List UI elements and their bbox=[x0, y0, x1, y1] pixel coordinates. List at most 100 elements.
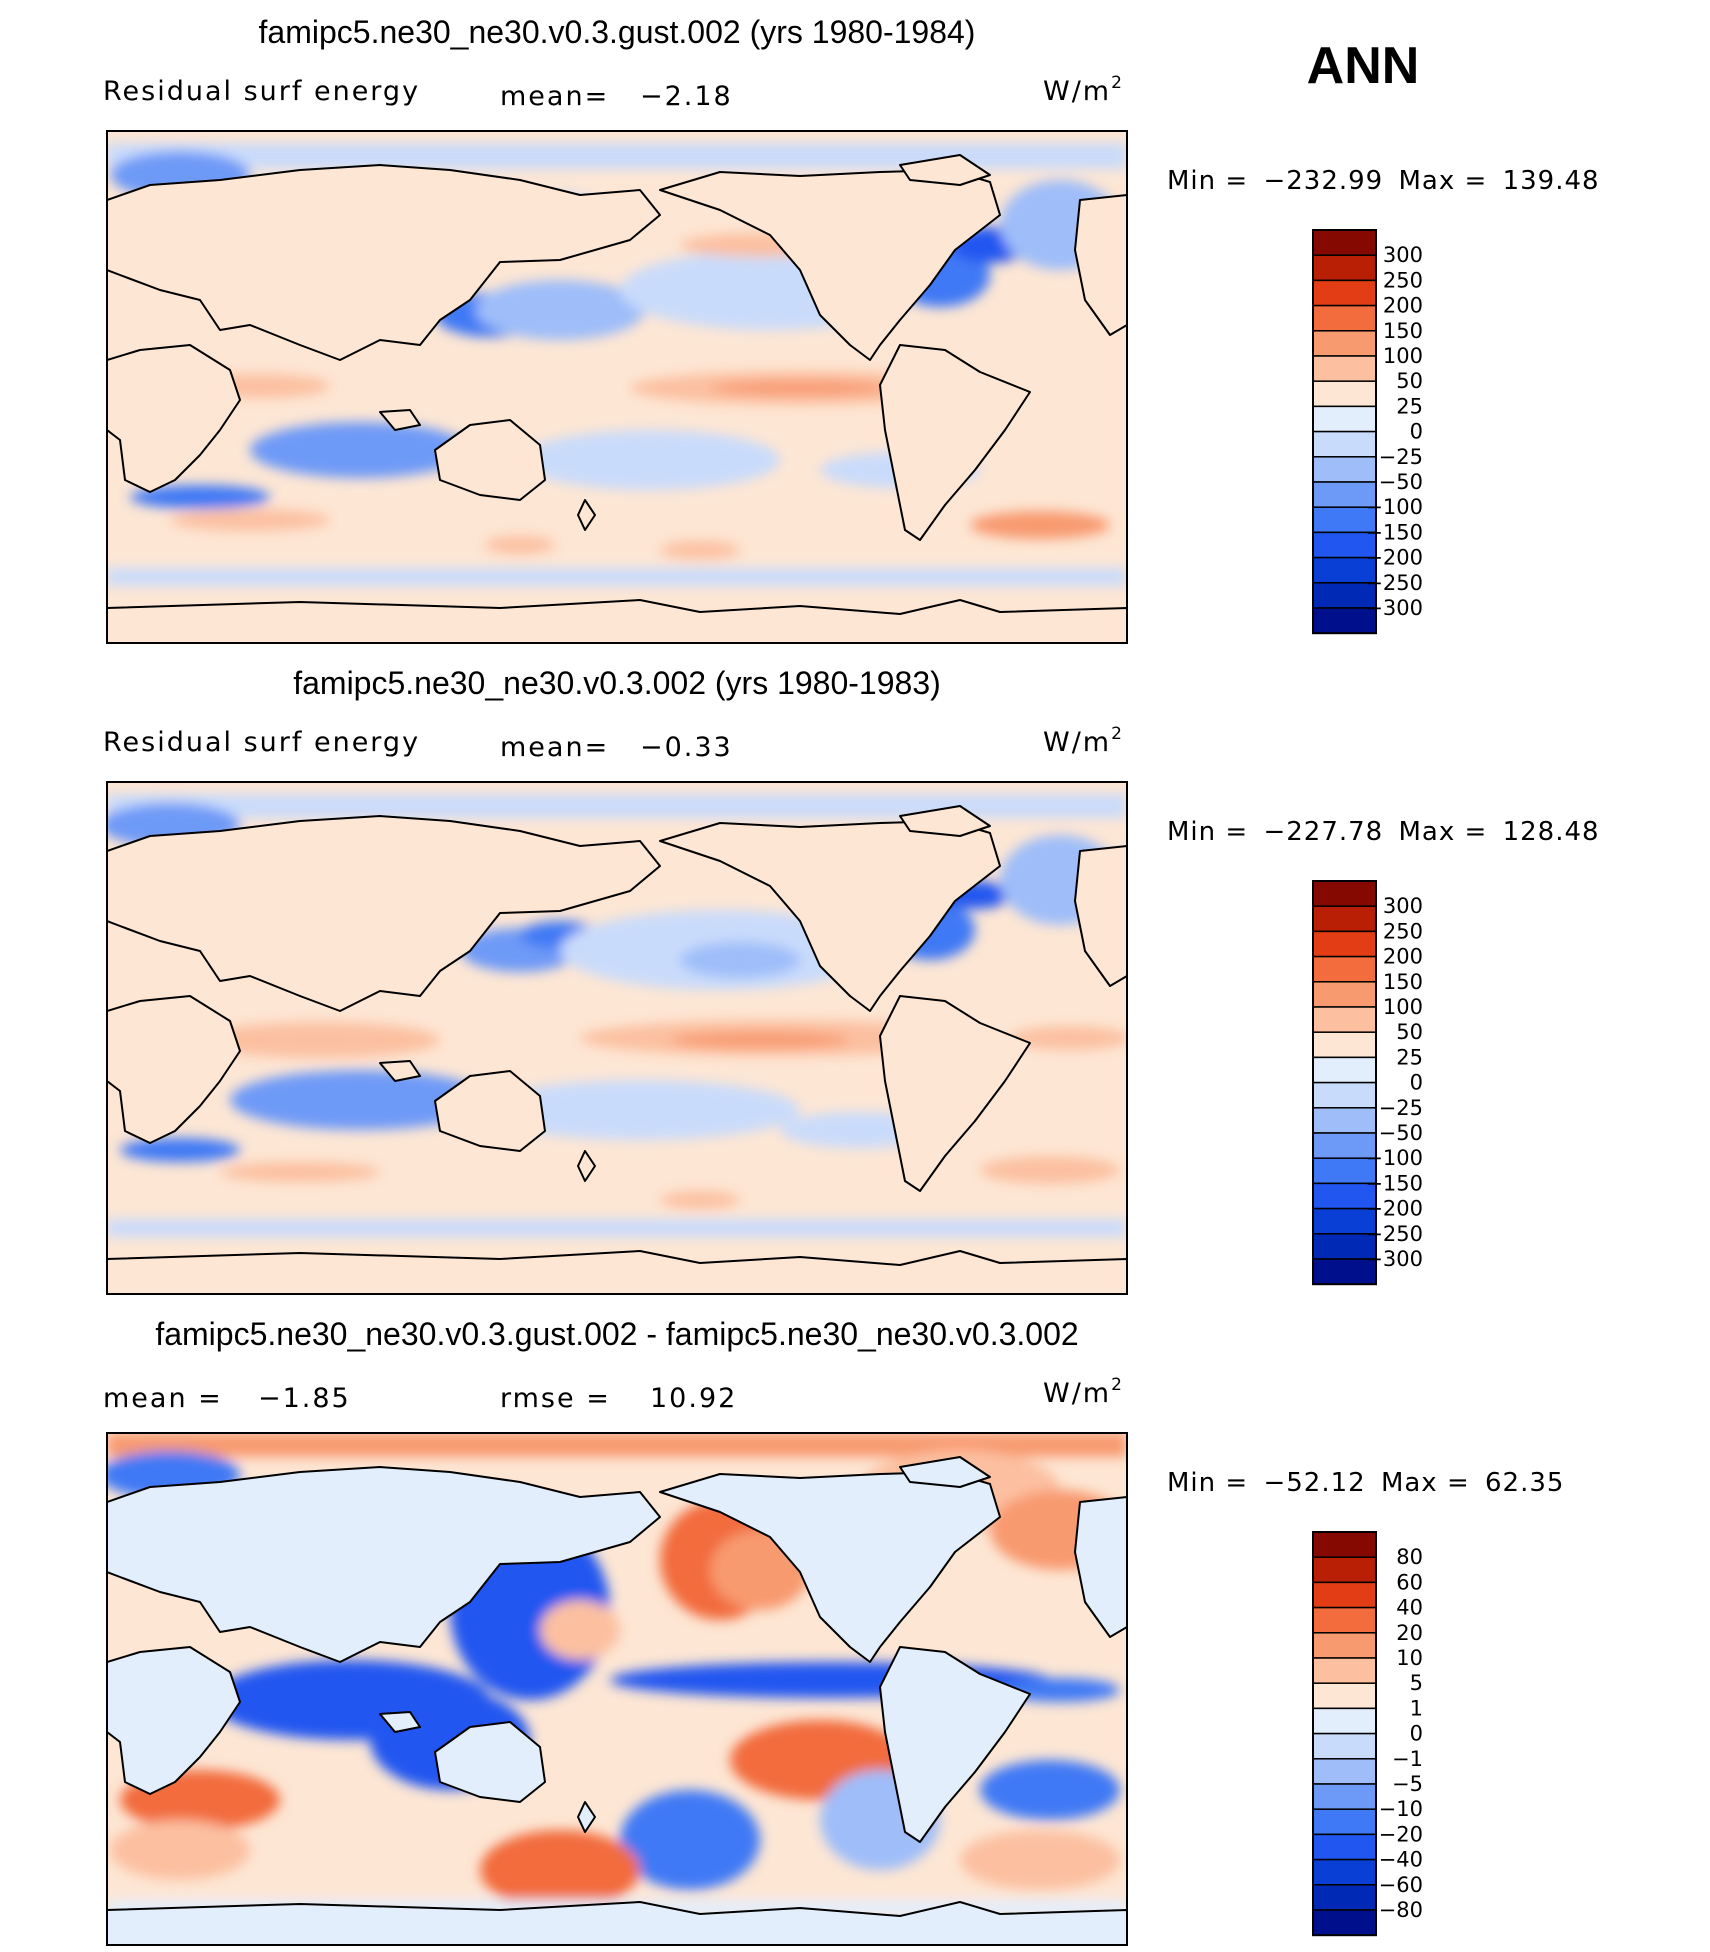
colorbar-2-bin-6 bbox=[1312, 1006, 1377, 1033]
colorbar-2-tick-label: 250 bbox=[1383, 919, 1423, 943]
colorbar-2-tick-label: −150 bbox=[1365, 1171, 1423, 1195]
colorbar-1-bin-5 bbox=[1312, 330, 1377, 357]
panel-3-mean-label: mean = bbox=[103, 1383, 223, 1414]
colorbar-1-tick-label: 25 bbox=[1396, 394, 1423, 418]
colorbar-3-tick-label: 10 bbox=[1396, 1646, 1423, 1670]
colorbar-3-bin-3 bbox=[1312, 1581, 1377, 1609]
colorbar-3-bin-1 bbox=[1312, 1531, 1377, 1558]
colorbar-2-bin-14 bbox=[1312, 1207, 1377, 1235]
colorbar-1-tick-label: 100 bbox=[1383, 344, 1423, 368]
panel-1-units: W/m2 bbox=[1043, 73, 1124, 107]
colorbar-3-bin-8 bbox=[1312, 1707, 1377, 1735]
colorbar-1-tick-label: −50 bbox=[1379, 470, 1423, 494]
colorbar-3-bin-6 bbox=[1312, 1657, 1377, 1684]
colorbar-1-bin-2 bbox=[1312, 254, 1377, 282]
panel-1-map bbox=[107, 131, 1127, 643]
panel-3-rmse-label: rmse = bbox=[500, 1383, 611, 1414]
colorbar-3-frame bbox=[1312, 1531, 1377, 1937]
colorbar-2-bin-12 bbox=[1312, 1157, 1377, 1185]
panel-1-minmax: Min = −232.99 Max = 139.48 bbox=[1167, 166, 1600, 196]
colorbar-1-bin-8 bbox=[1312, 405, 1377, 433]
colorbar-2-tick-label: 100 bbox=[1383, 995, 1423, 1019]
colorbar-1-bin-9 bbox=[1312, 430, 1377, 458]
colorbar-3-bin-5 bbox=[1312, 1632, 1377, 1659]
colorbar-3-tick-label: 1 bbox=[1410, 1696, 1423, 1720]
colorbar-2-tick-label: −250 bbox=[1365, 1222, 1423, 1246]
panel-2-variable-label: Residual surf energy bbox=[103, 727, 420, 758]
colorbar-2-bin-15 bbox=[1312, 1233, 1377, 1260]
panel-3: famipc5.ne30_ne30.v0.3.gust.002 - famipc… bbox=[103, 1316, 1564, 1946]
colorbar-1-tick-label: −300 bbox=[1365, 596, 1423, 620]
panel-2-frame bbox=[106, 781, 1128, 1295]
colorbar-2-bin-4 bbox=[1312, 955, 1377, 983]
colorbar-1-bin-3 bbox=[1312, 279, 1377, 307]
colorbar-3-tick-label: −80 bbox=[1379, 1898, 1423, 1922]
panel-1-mean-value: −2.18 bbox=[640, 81, 733, 112]
panel-3-frame bbox=[106, 1432, 1128, 1946]
colorbar-3-tick-label: 0 bbox=[1410, 1722, 1423, 1746]
colorbar-3-bin-11 bbox=[1312, 1783, 1377, 1810]
colorbar-1-tick-label: −150 bbox=[1365, 520, 1423, 544]
colorbar-1-bin-4 bbox=[1312, 304, 1377, 332]
colorbar-3-bin-10 bbox=[1312, 1758, 1377, 1785]
colorbar-1-tick-label: 50 bbox=[1396, 369, 1423, 393]
panel-1-mean-label: mean= bbox=[500, 81, 609, 112]
colorbar-2-bin-2 bbox=[1312, 905, 1377, 933]
colorbar-1-tick-label: 250 bbox=[1383, 268, 1423, 292]
colorbar-1-tick-label: 0 bbox=[1410, 420, 1423, 444]
colorbar-2-bin-10 bbox=[1312, 1107, 1377, 1134]
colorbar-3-tick-label: 20 bbox=[1396, 1621, 1423, 1645]
colorbar-2-tick-label: 25 bbox=[1396, 1045, 1423, 1069]
colorbar-2-bin-5 bbox=[1312, 981, 1377, 1008]
colorbar-3-bin-4 bbox=[1312, 1606, 1377, 1634]
colorbar-2-bin-3 bbox=[1312, 930, 1377, 958]
colorbar-1-tick-label: −100 bbox=[1365, 495, 1423, 519]
panel-1-frame bbox=[106, 130, 1128, 644]
panel-1-title: famipc5.ne30_ne30.v0.3.gust.002 (yrs 198… bbox=[259, 14, 976, 50]
panel-3-rmse-value: 10.92 bbox=[650, 1383, 737, 1414]
colorbar-3-tick-label: 5 bbox=[1410, 1671, 1423, 1695]
colorbar-2-bin-1 bbox=[1312, 880, 1377, 907]
colorbar-1-bin-10 bbox=[1312, 456, 1377, 483]
colorbar-3-bin-12 bbox=[1312, 1808, 1377, 1836]
colorbar-2-tick-label: −50 bbox=[1379, 1121, 1423, 1145]
colorbar-3-tick-label: 80 bbox=[1396, 1545, 1423, 1569]
colorbar-2-tick-label: −100 bbox=[1365, 1146, 1423, 1170]
panel-3-map bbox=[107, 1433, 1127, 1945]
colorbar-3-bin-14 bbox=[1312, 1858, 1377, 1886]
panel-3-mean-value: −1.85 bbox=[258, 1383, 351, 1414]
colorbar-1-tick-label: 200 bbox=[1383, 294, 1423, 318]
panel-2-map bbox=[107, 782, 1127, 1294]
colorbar-3-tick-label: 60 bbox=[1396, 1570, 1423, 1594]
colorbar-2-bin-16 bbox=[1312, 1258, 1377, 1285]
colorbar-1-tick-label: 300 bbox=[1383, 243, 1423, 267]
colorbar-3-bin-16 bbox=[1312, 1909, 1377, 1936]
colorbar-1-tick-label: −250 bbox=[1365, 571, 1423, 595]
colorbar-1-bin-1 bbox=[1312, 229, 1377, 256]
colorbar-3-tick-label: −5 bbox=[1392, 1772, 1423, 1796]
colorbar-3-bin-9 bbox=[1312, 1732, 1377, 1760]
colorbar-3-tick-label: −60 bbox=[1379, 1873, 1423, 1897]
colorbar-3-tick-label: −20 bbox=[1379, 1822, 1423, 1846]
panel-3-title: famipc5.ne30_ne30.v0.3.gust.002 - famipc… bbox=[155, 1316, 1078, 1352]
colorbar-2-tick-label: 50 bbox=[1396, 1020, 1423, 1044]
panel-3-minmax: Min = −52.12 Max = 62.35 bbox=[1167, 1468, 1564, 1498]
panel-2-units: W/m2 bbox=[1043, 724, 1124, 758]
colorbar-1-tick-label: −25 bbox=[1379, 445, 1423, 469]
panel-2-title: famipc5.ne30_ne30.v0.3.002 (yrs 1980-198… bbox=[293, 665, 941, 701]
panel-1-variable-label: Residual surf energy bbox=[103, 76, 420, 107]
colorbar-1-bin-6 bbox=[1312, 355, 1377, 382]
panel-2-colorbar: 30025020015010050250−25−50−100−150−200−2… bbox=[1312, 880, 1423, 1286]
colorbar-2-tick-label: −25 bbox=[1379, 1096, 1423, 1120]
colorbar-3-tick-label: −40 bbox=[1379, 1848, 1423, 1872]
panel-1-colorbar: 30025020015010050250−25−50−100−150−200−2… bbox=[1312, 229, 1423, 635]
colorbar-2-frame bbox=[1312, 880, 1377, 1286]
colorbar-2-tick-label: −300 bbox=[1365, 1247, 1423, 1271]
colorbar-2-tick-label: 200 bbox=[1383, 945, 1423, 969]
colorbar-2-tick-label: 300 bbox=[1383, 894, 1423, 918]
colorbar-1-bin-7 bbox=[1312, 380, 1377, 408]
panel-2: famipc5.ne30_ne30.v0.3.002 (yrs 1980-198… bbox=[103, 665, 1599, 1295]
colorbar-2-bin-8 bbox=[1312, 1056, 1377, 1084]
